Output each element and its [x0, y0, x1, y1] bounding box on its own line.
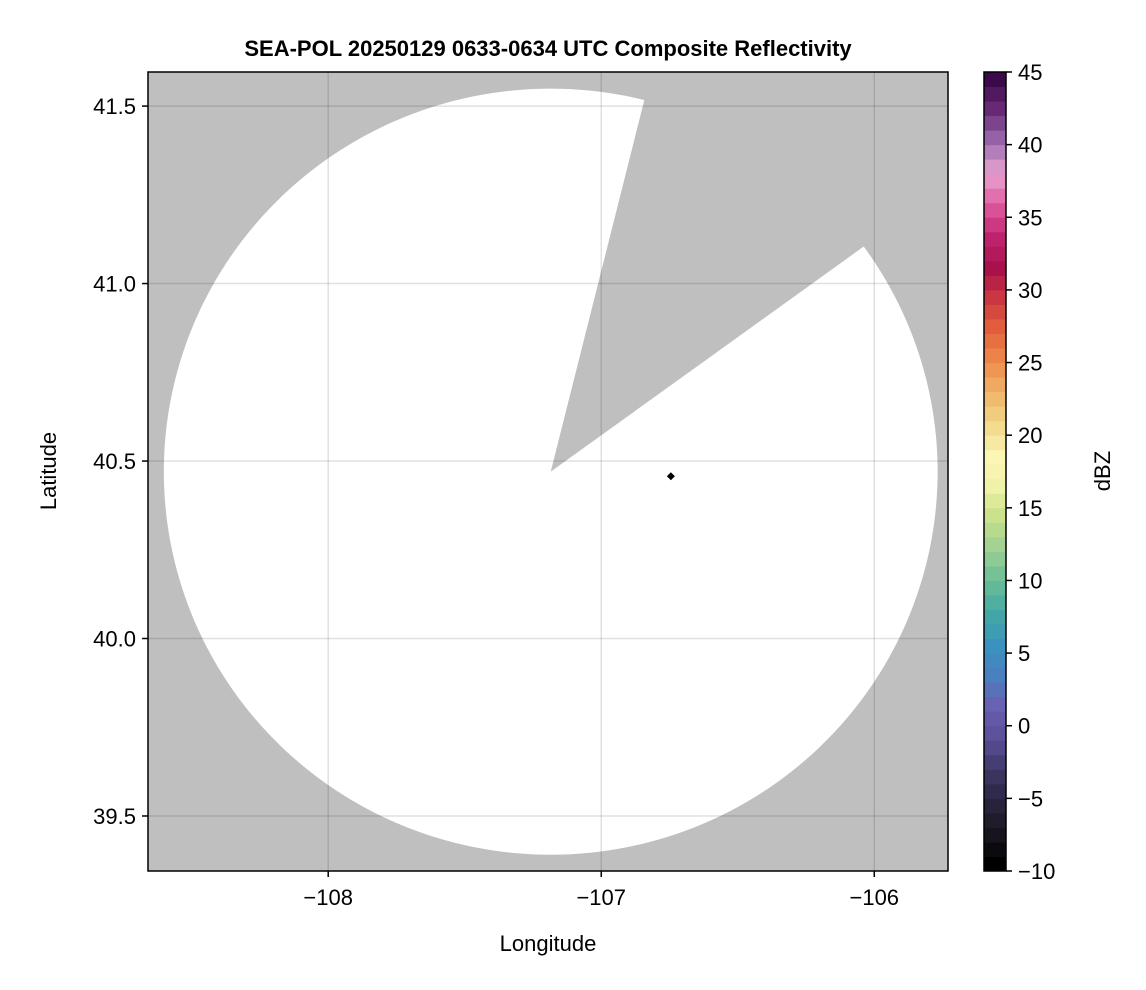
plot-frame [147, 71, 949, 872]
colorbar-band [984, 827, 1006, 843]
colorbar: −10 −5 0 5 10 15 20 25 30 35 40 45 [983, 60, 1055, 884]
colorbar-tick-label: −5 [1018, 786, 1043, 811]
colorbar-band [984, 725, 1006, 741]
colorbar-band [984, 667, 1006, 683]
colorbar-tick-label: 30 [1018, 278, 1042, 303]
colorbar-frame [983, 71, 1007, 872]
colorbar-band [984, 348, 1006, 364]
colorbar-band [984, 769, 1006, 785]
colorbar-band [984, 289, 1006, 305]
colorbar-band [984, 507, 1006, 523]
y-axis: 39.5 40.0 40.5 41.0 41.5 [93, 94, 148, 829]
colorbar-band [984, 333, 1006, 349]
colorbar-band [984, 130, 1006, 146]
radar-coverage-area [163, 88, 938, 855]
colorbar-band [984, 711, 1006, 727]
colorbar-band [984, 202, 1006, 218]
colorbar-band [984, 377, 1006, 393]
colorbar-band [984, 682, 1006, 698]
colorbar-band [984, 812, 1006, 828]
colorbar-tick-label: 15 [1018, 496, 1042, 521]
colorbar-band [984, 101, 1006, 117]
y-tick-label: 41.0 [93, 272, 136, 297]
colorbar-band [984, 493, 1006, 509]
colorbar-band [984, 841, 1006, 857]
colorbar-band [984, 638, 1006, 654]
colorbar-band [984, 449, 1006, 465]
y-tick-label: 41.5 [93, 94, 136, 119]
colorbar-band [984, 318, 1006, 334]
colorbar-band [984, 609, 1006, 625]
colorbar-band [984, 173, 1006, 189]
y-tick-label: 40.0 [93, 627, 136, 652]
colorbar-band [984, 856, 1006, 872]
colorbar-tick-label: 35 [1018, 205, 1042, 230]
colorbar-tick-label: 5 [1018, 641, 1030, 666]
colorbar-band [984, 565, 1006, 581]
colorbar-band [984, 217, 1006, 233]
colorbar-band [984, 246, 1006, 262]
colorbar-band [984, 464, 1006, 480]
colorbar-band [984, 624, 1006, 640]
radar-site-marker [666, 472, 675, 481]
colorbar-band [984, 304, 1006, 320]
x-tick-label: −108 [303, 885, 353, 910]
colorbar-band [984, 594, 1006, 611]
colorbar-band [984, 696, 1006, 712]
colorbar-tick-label: 10 [1018, 568, 1042, 593]
colorbar-band [984, 144, 1006, 160]
x-tick-label: −106 [849, 885, 899, 910]
colorbar-band [984, 478, 1006, 494]
colorbar-band [984, 260, 1006, 276]
colorbar-band [984, 72, 1006, 88]
x-axis: −108 −107 −106 [303, 871, 899, 910]
colorbar-tick-label: 0 [1018, 714, 1030, 739]
colorbar-band [984, 275, 1006, 291]
colorbar-tick-label: 45 [1018, 60, 1042, 85]
colorbar-band [984, 420, 1006, 436]
colorbar-band [984, 783, 1006, 799]
colorbar-band [984, 798, 1006, 814]
colorbar-band [984, 362, 1006, 378]
colorbar-band [984, 406, 1006, 422]
colorbar-band [984, 580, 1006, 596]
colorbar-band [984, 740, 1006, 756]
y-axis-label: Latitude [36, 432, 61, 510]
colorbar-band [984, 115, 1006, 131]
colorbar-band [984, 391, 1006, 407]
colorbar-band [984, 435, 1006, 451]
colorbar-band [984, 754, 1006, 770]
colorbar-tick-label: 40 [1018, 133, 1042, 158]
x-axis-label: Longitude [500, 931, 597, 956]
grid-lines [148, 72, 948, 871]
colorbar-tick-label: 25 [1018, 351, 1042, 376]
colorbar-band [984, 536, 1006, 552]
colorbar-tick-label: 20 [1018, 423, 1042, 448]
colorbar-band [984, 86, 1006, 102]
colorbar-band [984, 159, 1006, 175]
colorbar-label: dBZ [1090, 451, 1115, 491]
chart-title: SEA-POL 20250129 0633-0634 UTC Composite… [244, 36, 852, 61]
y-tick-label: 39.5 [93, 804, 136, 829]
y-tick-label: 40.5 [93, 449, 136, 474]
colorbar-band [984, 551, 1006, 567]
colorbar-band [984, 231, 1006, 247]
colorbar-band [984, 653, 1006, 669]
colorbar-tick-label: −10 [1018, 859, 1055, 884]
colorbar-band [984, 188, 1006, 204]
x-tick-label: −107 [576, 885, 626, 910]
colorbar-band [984, 522, 1006, 538]
